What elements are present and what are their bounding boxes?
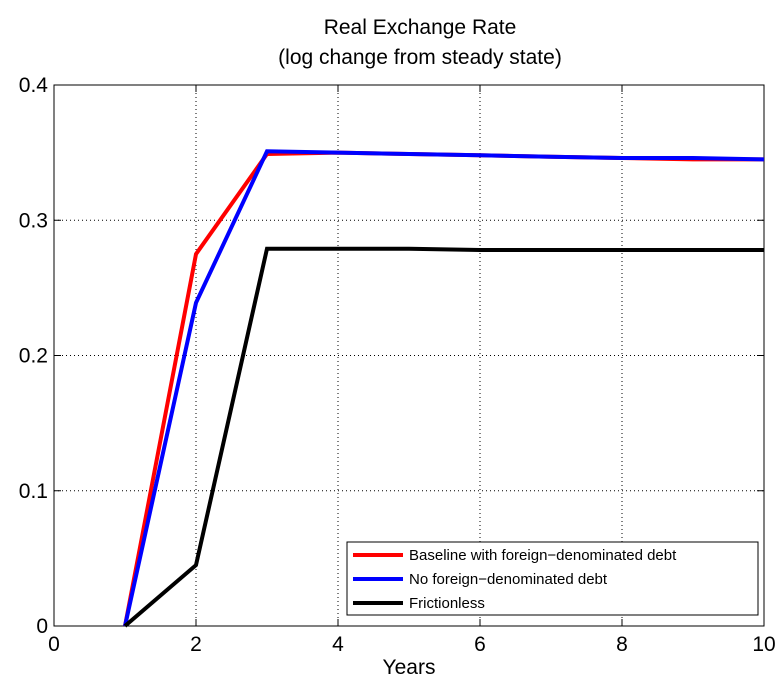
series-line-no-foreign-debt [123, 149, 765, 627]
legend: Baseline with foreign−denominated debt N… [346, 541, 759, 616]
legend-label-baseline: Baseline with foreign−denominated debt [409, 547, 677, 564]
x-tick-labels: 0 2 4 6 8 10 [48, 633, 776, 656]
y-tick-label: 0.4 [19, 74, 49, 97]
chart-title-line-1: Real Exchange Rate [324, 16, 517, 39]
legend-box [346, 541, 759, 616]
x-tick-label: 2 [190, 633, 202, 656]
x-axis-label: Years [383, 656, 436, 679]
y-tick-label: 0.1 [19, 480, 48, 503]
legend-label-frictionless: Frictionless [409, 595, 485, 612]
x-tick-label: 0 [48, 633, 60, 656]
x-tick-label: 10 [752, 633, 775, 656]
y-tick-label: 0.3 [19, 209, 48, 232]
x-tick-label: 4 [332, 633, 344, 656]
legend-label-no-foreign-debt: No foreign−denominated debt [409, 571, 608, 588]
y-tick-labels: 0 0.1 0.2 0.3 0.4 [19, 74, 49, 638]
series-lines [123, 149, 765, 628]
x-tick-label: 6 [474, 633, 486, 656]
x-tick-label: 8 [616, 633, 628, 656]
series-line-frictionless [123, 246, 764, 628]
y-tick-label: 0 [36, 615, 48, 638]
chart-title-line-2: (log change from steady state) [278, 46, 562, 69]
y-tick-label: 0.2 [19, 345, 48, 368]
axis-ticks [53, 84, 765, 627]
